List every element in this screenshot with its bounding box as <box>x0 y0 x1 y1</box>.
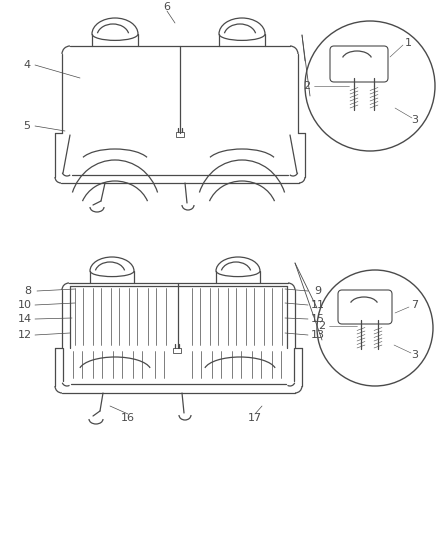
Text: 16: 16 <box>121 413 135 423</box>
Text: 2: 2 <box>304 81 311 91</box>
Text: 9: 9 <box>314 286 321 296</box>
Text: 6: 6 <box>163 2 170 12</box>
Bar <box>176 132 184 137</box>
Text: 15: 15 <box>311 314 325 324</box>
Text: 2: 2 <box>318 321 325 331</box>
Text: 10: 10 <box>18 300 32 310</box>
Text: 11: 11 <box>311 300 325 310</box>
Text: 4: 4 <box>24 60 31 70</box>
Bar <box>173 348 181 353</box>
Text: 17: 17 <box>248 413 262 423</box>
Text: 7: 7 <box>411 300 419 310</box>
Text: 8: 8 <box>25 286 32 296</box>
Text: 13: 13 <box>311 330 325 340</box>
Text: 5: 5 <box>24 121 31 131</box>
Text: 12: 12 <box>18 330 32 340</box>
Text: 14: 14 <box>18 314 32 324</box>
Text: 1: 1 <box>405 38 411 48</box>
Text: 3: 3 <box>411 350 418 360</box>
Text: 3: 3 <box>411 115 418 125</box>
